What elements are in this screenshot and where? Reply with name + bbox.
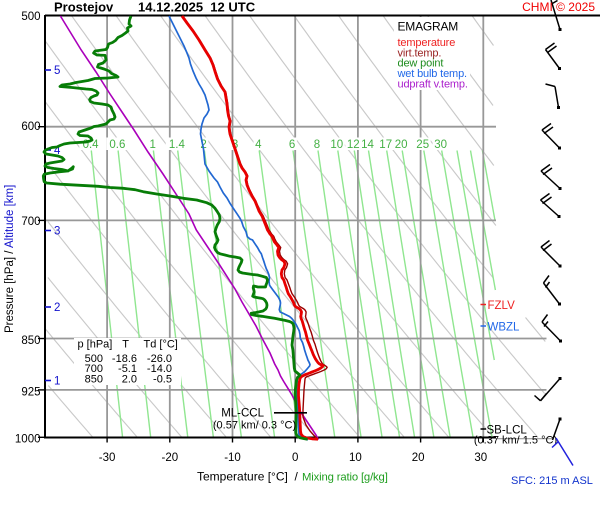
svg-text:T: T [122, 339, 129, 351]
svg-text:(0.57 km/ 0.3 °C): (0.57 km/ 0.3 °C) [213, 420, 296, 432]
svg-text:EMAGRAM: EMAGRAM [398, 20, 459, 34]
svg-text:925: 925 [21, 386, 40, 398]
svg-text:700: 700 [21, 216, 40, 228]
svg-text:30: 30 [474, 452, 487, 464]
svg-text:Pressure [hPa] / Altitude [km]: Pressure [hPa] / Altitude [km] [4, 185, 16, 333]
svg-text:2: 2 [54, 302, 60, 314]
svg-text:4: 4 [54, 145, 61, 157]
svg-text:WBZL: WBZL [488, 321, 521, 333]
svg-text:850: 850 [85, 373, 103, 385]
svg-text:14: 14 [361, 139, 374, 151]
svg-text:-0.5: -0.5 [153, 373, 172, 385]
svg-text:2: 2 [200, 139, 206, 151]
svg-text:SB-LCL: SB-LCL [487, 424, 528, 436]
svg-text:1: 1 [149, 139, 155, 151]
svg-text:-5.1: -5.1 [118, 363, 137, 375]
svg-text:(0.37 km/ 1.5 °C): (0.37 km/ 1.5 °C) [474, 435, 557, 447]
svg-text:0.6: 0.6 [109, 139, 125, 151]
svg-text:wet bulb temp.: wet bulb temp. [397, 68, 468, 80]
svg-text:25: 25 [416, 139, 429, 151]
svg-text:udpraft v.temp.: udpraft v.temp. [398, 79, 468, 91]
svg-text:17: 17 [379, 139, 392, 151]
svg-text:3: 3 [54, 226, 60, 238]
svg-text:p [hPa]: p [hPa] [78, 339, 113, 351]
svg-text:SFC: 215 m ASL: SFC: 215 m ASL [511, 475, 593, 487]
svg-text:700: 700 [85, 363, 103, 375]
svg-text:1.4: 1.4 [169, 139, 186, 151]
svg-text:ML-CCL: ML-CCL [221, 407, 264, 419]
svg-text:500: 500 [21, 11, 40, 23]
svg-text:4: 4 [255, 139, 262, 151]
svg-text:20: 20 [412, 452, 425, 464]
svg-text:Mixing ratio [g/kg]: Mixing ratio [g/kg] [302, 472, 388, 484]
svg-text:8: 8 [314, 139, 320, 151]
svg-text:-30: -30 [99, 452, 116, 464]
svg-text:1: 1 [54, 376, 60, 388]
svg-text:virt.temp.: virt.temp. [398, 48, 442, 60]
svg-text:-10: -10 [224, 452, 241, 464]
svg-text:12: 12 [347, 139, 360, 151]
svg-text:temperature: temperature [398, 37, 456, 49]
svg-text:dew point: dew point [398, 58, 444, 70]
svg-text:850: 850 [21, 335, 40, 347]
svg-text:600: 600 [21, 121, 40, 133]
svg-text:FZLV: FZLV [488, 300, 516, 312]
svg-text:10: 10 [349, 452, 362, 464]
svg-text:-20: -20 [161, 452, 178, 464]
svg-text:Td [°C]: Td [°C] [144, 339, 178, 351]
svg-text:30: 30 [434, 139, 447, 151]
svg-text:CHMI © 2025: CHMI © 2025 [522, 0, 595, 14]
svg-text:2.0: 2.0 [122, 373, 137, 385]
svg-text:-18.6: -18.6 [112, 353, 137, 365]
svg-text:1000: 1000 [15, 434, 41, 446]
svg-text:5: 5 [54, 65, 60, 77]
svg-text:-26.0: -26.0 [147, 353, 172, 365]
svg-text:-14.0: -14.0 [147, 363, 172, 375]
svg-text:500: 500 [85, 353, 103, 365]
svg-text:Temperature [°C] /: Temperature [°C] / [197, 470, 299, 484]
svg-text:20: 20 [395, 139, 408, 151]
svg-text:0: 0 [292, 452, 298, 464]
svg-text:10: 10 [330, 139, 343, 151]
svg-text:6: 6 [289, 139, 295, 151]
